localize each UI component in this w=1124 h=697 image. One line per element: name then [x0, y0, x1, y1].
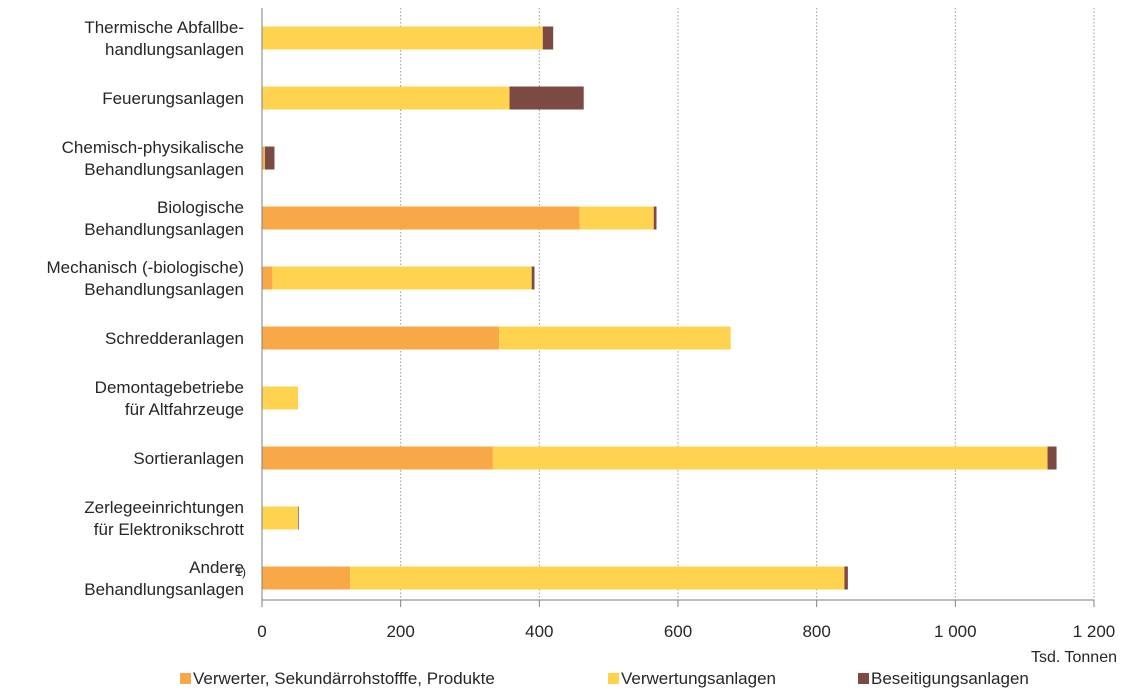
- bar-segment: [1047, 446, 1057, 470]
- legend-swatch: [180, 673, 191, 684]
- category-label: Schredderanlagen: [105, 329, 244, 348]
- bar-segment: [262, 326, 500, 350]
- bar-segment: [262, 206, 580, 230]
- category-label: Andere: [189, 558, 244, 577]
- bar-segment: [499, 326, 731, 350]
- bar-segment: [264, 146, 265, 170]
- category-label: Behandlungsanlagen: [84, 220, 244, 239]
- x-axis-unit-label: Tsd. Tonnen: [1031, 649, 1117, 666]
- category-label: Mechanisch (-biologische): [47, 258, 244, 277]
- category-label: für Altfahrzeuge: [125, 400, 244, 419]
- category-label: Sortieranlagen: [133, 449, 244, 468]
- x-tick-label: 600: [664, 622, 692, 641]
- x-tick-label: 200: [386, 622, 414, 641]
- bar-segment: [272, 266, 532, 290]
- bar-segment: [542, 26, 554, 50]
- category-labels: Thermische Abfallbe-handlungsanlagen Feue…: [47, 18, 246, 599]
- category-label: Demontagebetriebe: [95, 378, 244, 397]
- bar-segment: [262, 86, 510, 110]
- category-label: für Elektronikschrott: [94, 520, 244, 539]
- legend-swatch: [608, 673, 619, 684]
- x-axis: 0 200 400 600 800 1 000 1 200: [257, 8, 1115, 641]
- bar-segment: [492, 446, 1048, 470]
- category-label: Chemisch-physikalische: [62, 138, 244, 157]
- bar-segment: [262, 266, 273, 290]
- bar-segment: [531, 266, 535, 290]
- legend-label: Beseitigungsanlagen: [871, 669, 1029, 688]
- bar-segment: [350, 566, 845, 590]
- bar-segment: [844, 566, 848, 590]
- x-tick-label: 800: [802, 622, 830, 641]
- category-label: Thermische Abfallbe-: [84, 18, 244, 37]
- bar-segment: [262, 446, 493, 470]
- category-label: Behandlungsanlagen: [84, 580, 244, 599]
- bar-segment: [262, 386, 299, 410]
- bars: [262, 26, 1057, 590]
- category-label: Behandlungsanlagen: [84, 280, 244, 299]
- bar-segment: [298, 506, 299, 530]
- legend-label: Verwertungsanlagen: [621, 669, 776, 688]
- x-tick-label: 1 000: [934, 622, 977, 641]
- bar-segment: [579, 206, 654, 230]
- legend-swatch: [858, 673, 869, 684]
- legend: Verwerter, Sekundärrohstofffe, Produkte V…: [180, 669, 1029, 688]
- category-label: Behandlungsanlagen: [84, 160, 244, 179]
- category-label: Zerlegeeinrichtungen: [84, 498, 244, 517]
- category-label: handlungsanlagen: [105, 40, 244, 59]
- legend-label: Verwerter, Sekundärrohstofffe, Produkte: [193, 669, 495, 688]
- x-tick-label: 400: [525, 622, 553, 641]
- bar-segment: [262, 566, 351, 590]
- bar-segment: [262, 146, 265, 170]
- x-tick-label: 0: [257, 622, 266, 641]
- bar-segment: [262, 26, 543, 50]
- category-label: Feuerungsanlagen: [102, 89, 244, 108]
- bar-segment: [509, 86, 584, 110]
- category-footnote-marker: 1): [235, 565, 246, 579]
- category-label: Biologische: [157, 198, 244, 217]
- bar-segment: [262, 506, 299, 530]
- bar-segment: [264, 146, 275, 170]
- bar-segment: [653, 206, 657, 230]
- x-tick-label: 1 200: [1073, 622, 1116, 641]
